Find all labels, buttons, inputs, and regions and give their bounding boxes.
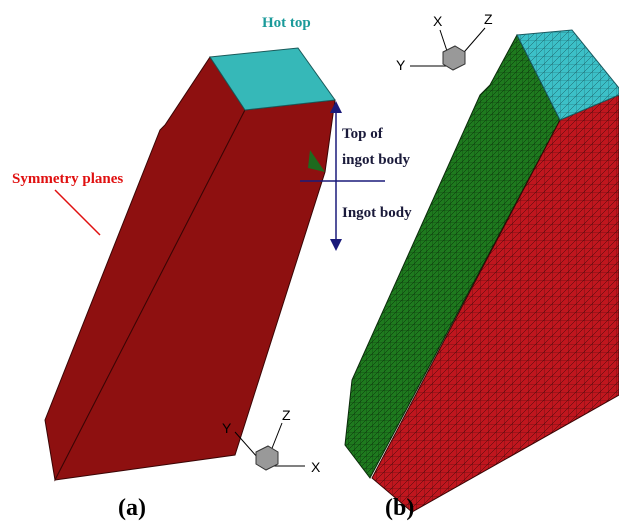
- axis-label: Y: [222, 420, 232, 436]
- hot-top-label: Hot top: [262, 15, 311, 31]
- axis-label: Z: [282, 407, 291, 423]
- symmetry-planes-label: Symmetry planes: [12, 171, 123, 187]
- pointer-line: [55, 190, 100, 235]
- axis-label: Z: [484, 11, 493, 27]
- axis-label: X: [433, 13, 443, 29]
- axis-label: X: [311, 459, 321, 475]
- figure: Hot top Symmetry planes Top of ingot bod…: [0, 0, 619, 526]
- axis-triad: X Y Z: [396, 11, 493, 73]
- top-of-body-label: Top of: [342, 126, 384, 142]
- ingot-body-label: Ingot body: [342, 205, 412, 221]
- caption: (a): [118, 495, 146, 521]
- axis-label: Y: [396, 57, 406, 73]
- panel-b: X Y Z (b): [345, 11, 619, 521]
- caption: (b): [385, 495, 414, 521]
- top-of-body-label: ingot body: [342, 152, 410, 168]
